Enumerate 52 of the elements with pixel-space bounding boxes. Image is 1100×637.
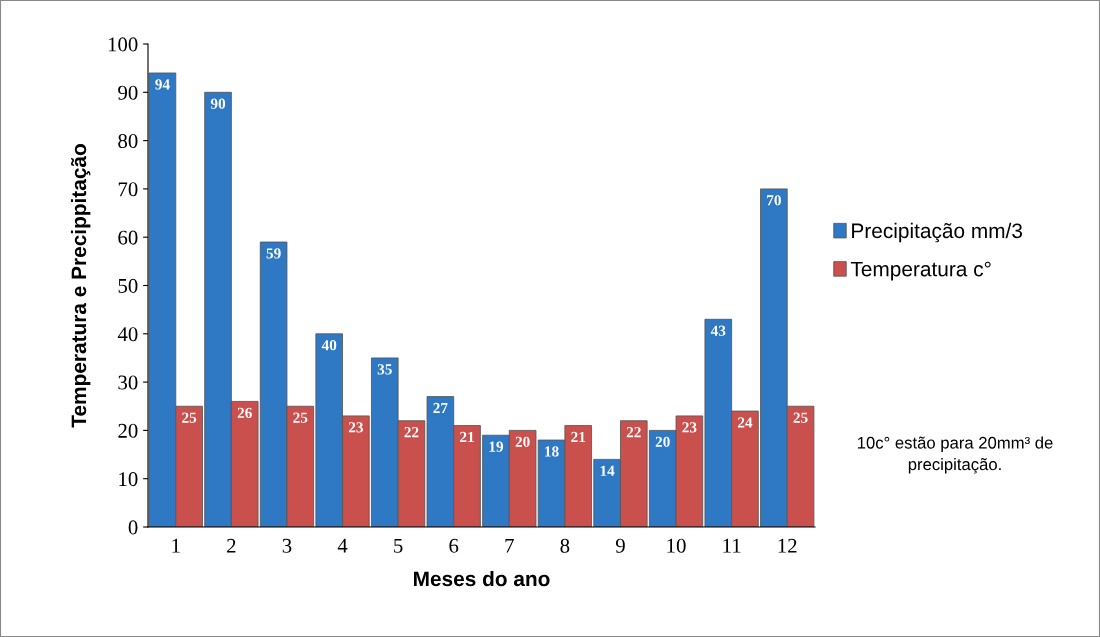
x-tick-label: 3: [282, 538, 292, 553]
y-tick-label: 50: [118, 278, 138, 293]
x-axis-title: Meses do ano: [414, 570, 550, 587]
data-label: 23: [682, 422, 697, 433]
data-label: 20: [655, 436, 670, 447]
y-tick-label: 60: [118, 230, 138, 245]
text: 10c° estão para 20mm³ de precipitação.: [857, 436, 1053, 474]
y-tick-label: 80: [118, 133, 138, 149]
y-tick-label: 20: [118, 423, 138, 438]
x-tick-label: 1: [172, 538, 180, 553]
data-label: 22: [626, 427, 641, 438]
data-label: 20: [515, 436, 530, 447]
x-tick-label: 5: [394, 538, 403, 553]
y-tick-label: 10: [119, 472, 138, 487]
legend-label: Temperatura c°: [850, 261, 991, 281]
y-tick-label: 70: [118, 182, 138, 197]
data-label: 25: [182, 412, 197, 423]
data-label: 14: [600, 465, 615, 476]
data-label: 59: [266, 248, 281, 259]
x-tick-label: 4: [337, 538, 348, 553]
x-tick-label: 9: [615, 538, 625, 553]
data-label: 40: [321, 340, 337, 351]
y-tick-label: 90: [118, 85, 138, 100]
data-label: 25: [293, 412, 308, 423]
x-tick-label: 11: [723, 538, 741, 553]
data-label: 25: [793, 412, 808, 423]
y-tick-label: 0: [128, 520, 138, 535]
data-label: 23: [348, 422, 363, 433]
x-tick-label: 8: [560, 538, 570, 553]
data-label: 94: [155, 79, 170, 90]
x-tick-label: 12: [778, 538, 797, 553]
data-label: 22: [404, 427, 419, 438]
x-tick-label: 2: [227, 538, 236, 553]
data-label: 27: [433, 402, 448, 413]
data-label: 18: [545, 446, 559, 457]
data-label: 21: [460, 431, 474, 442]
x-tick-label: 10: [667, 538, 686, 553]
data-label: 24: [737, 417, 753, 428]
x-tick-label: 7: [505, 538, 514, 553]
data-label: 70: [767, 195, 781, 206]
data-label: 43: [710, 325, 726, 336]
data-label: 26: [237, 407, 252, 418]
y-tick-label: 30: [118, 375, 138, 390]
y-tick-label: 100: [108, 37, 138, 52]
data-label: 35: [377, 364, 392, 375]
legend-label: Precipitação mm/3: [852, 222, 1023, 243]
x-tick-label: 6: [449, 538, 459, 553]
data-label: 21: [571, 431, 586, 442]
data-label: 90: [210, 98, 226, 109]
y-tick-label: 40: [117, 327, 138, 342]
y-axis-title: Temperatura e Precippitação: [70, 144, 91, 428]
data-label: 19: [489, 441, 504, 452]
